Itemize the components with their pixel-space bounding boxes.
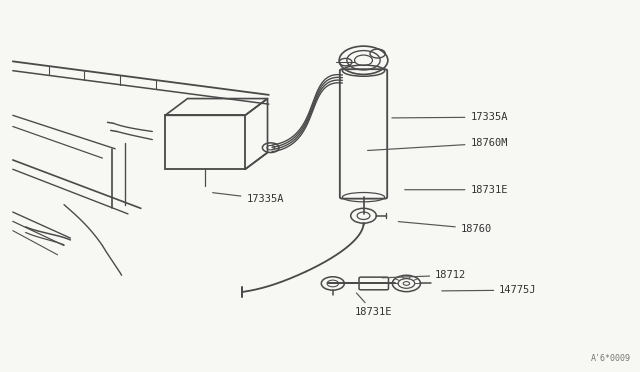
Text: Aʹ6*0009: Aʹ6*0009 [590, 354, 630, 363]
Text: 18712: 18712 [382, 270, 467, 280]
Text: 18760: 18760 [398, 222, 492, 234]
Text: 18731E: 18731E [355, 293, 393, 317]
Text: 17335A: 17335A [392, 112, 508, 122]
Bar [165, 115, 245, 169]
Text: 17335A: 17335A [212, 193, 284, 204]
Text: 18760M: 18760M [367, 138, 508, 151]
Text: 18731E: 18731E [404, 185, 508, 195]
Text: 14775J: 14775J [442, 285, 537, 295]
